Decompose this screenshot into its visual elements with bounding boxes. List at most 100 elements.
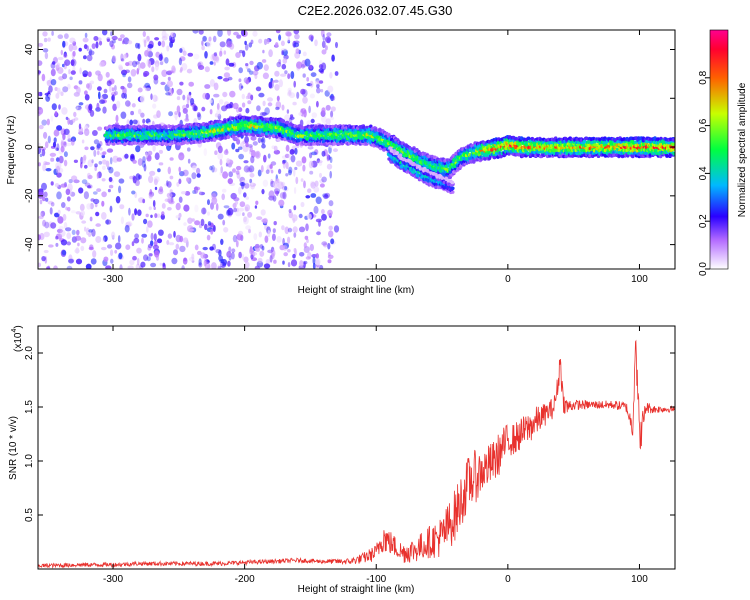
heatmap-cell [314, 39, 318, 47]
heatmap-cell [284, 226, 290, 235]
heatmap-cell [147, 243, 153, 249]
heatmap-cell [46, 79, 53, 87]
heatmap-cell [238, 251, 242, 259]
heatmap-cell [256, 105, 261, 112]
heatmap-cell [209, 99, 213, 104]
heatmap-cell [243, 192, 247, 198]
heatmap-cell [53, 55, 58, 62]
heatmap-cell [65, 142, 72, 147]
heatmap-cell [75, 105, 79, 110]
heatmap-cell [283, 252, 289, 257]
heatmap-cell [214, 56, 219, 62]
heatmap-cell [138, 62, 141, 71]
heatmap-cell [81, 220, 87, 224]
heatmap-cell [244, 204, 251, 212]
heatmap-cell [329, 170, 333, 179]
heatmap-cell [309, 80, 314, 88]
heatmap-cell [267, 97, 273, 102]
heatmap-cell [178, 196, 183, 203]
heatmap-cell [84, 164, 88, 169]
heatmap-cell [245, 225, 252, 231]
heatmap-cell [161, 203, 166, 209]
heatmap-cell [226, 251, 232, 258]
heatmap-cell [249, 60, 254, 66]
heatmap-cell [245, 107, 250, 114]
heatmap-cell [217, 213, 224, 220]
heatmap-cell [78, 123, 82, 130]
heatmap-cell [176, 181, 180, 187]
heatmap-cell [305, 256, 311, 260]
heatmap-cell [290, 71, 295, 79]
heatmap-cell [274, 84, 280, 91]
heatmap-cell [294, 147, 298, 155]
heatmap-cell [109, 205, 113, 213]
heatmap-cell [287, 227, 293, 233]
heatmap-cell [141, 237, 144, 244]
heatmap-cell [209, 79, 215, 87]
heatmap-cell [217, 30, 223, 37]
heatmap-cell [70, 138, 75, 146]
heatmap-cell [56, 228, 63, 234]
heatmap-cell [112, 103, 117, 112]
heatmap-cell [261, 188, 265, 195]
heatmap-cell [137, 209, 142, 216]
heatmap-cell [103, 235, 108, 242]
heatmap-cell [57, 34, 64, 39]
heatmap-cell [95, 223, 101, 227]
heatmap-cell [98, 40, 103, 46]
heatmap-cell [122, 40, 125, 45]
heatmap-cell [182, 169, 189, 177]
heatmap-cell [56, 62, 61, 69]
heatmap-cell [63, 53, 68, 59]
heatmap-cell [220, 238, 224, 245]
heatmap-cell [161, 40, 166, 48]
heatmap-cell [270, 249, 276, 257]
heatmap-cell [137, 53, 142, 62]
heatmap-cell [302, 164, 306, 172]
heatmap-cell [216, 103, 220, 111]
heatmap-cell [141, 233, 148, 238]
heatmap-cell [290, 114, 294, 118]
heatmap-cell [261, 59, 267, 63]
heatmap-cell [215, 203, 219, 211]
heatmap-cell [238, 153, 245, 160]
heatmap-cell [127, 40, 133, 45]
heatmap-cell [288, 92, 296, 99]
heatmap-cell [294, 166, 298, 171]
heatmap-cell [204, 84, 211, 89]
heatmap-cell [145, 152, 148, 159]
heatmap-cell [110, 258, 114, 264]
heatmap-cell [267, 229, 271, 238]
heatmap-cell [108, 166, 114, 174]
heatmap-cell [92, 130, 98, 136]
heatmap-cell [116, 157, 123, 162]
heatmap-cell [167, 70, 174, 74]
heatmap-cell [49, 207, 53, 215]
heatmap-cell [227, 178, 233, 185]
heatmap-cell [139, 62, 146, 69]
heatmap-cell [68, 44, 74, 52]
heatmap-cell [101, 93, 109, 100]
heatmap-cell [40, 212, 43, 217]
heatmap-cell [320, 30, 325, 38]
heatmap-cell [42, 48, 49, 53]
heatmap-cell [130, 69, 137, 77]
heatmap-cell [228, 62, 235, 67]
heatmap-cell [209, 61, 214, 65]
heatmap-cell [196, 112, 201, 118]
heatmap-cell [62, 213, 67, 221]
heatmap-cell [226, 158, 231, 164]
heatmap-cell [103, 256, 109, 262]
heatmap-cell [217, 113, 222, 120]
heatmap-cell [90, 146, 95, 151]
heatmap-cell [254, 243, 260, 249]
heatmap-cell [265, 169, 270, 174]
heatmap-cell [287, 36, 291, 43]
heatmap-cell [329, 116, 335, 121]
heatmap-cell [286, 109, 290, 114]
heatmap-cell [84, 182, 91, 187]
heatmap-cell [105, 219, 112, 225]
heatmap-cell [111, 231, 116, 239]
heatmap-cell [213, 225, 216, 232]
heatmap-cell [42, 219, 47, 227]
